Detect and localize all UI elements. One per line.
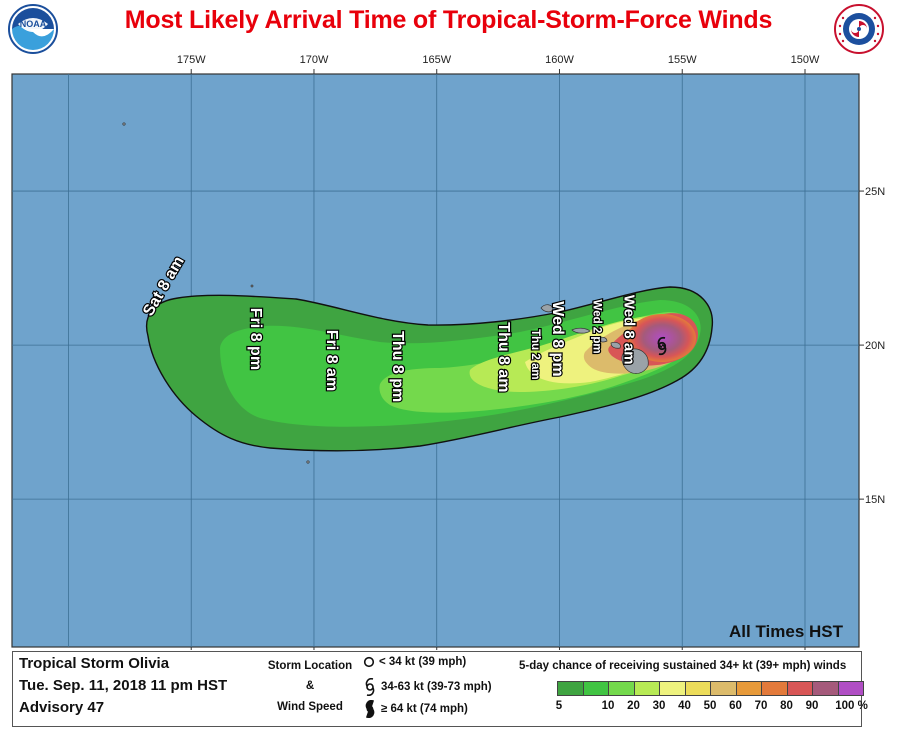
lon-tick-label: 175W [177, 54, 206, 66]
arrival-time-label: Thu 2 am [529, 329, 541, 379]
probability-label: 5 [555, 700, 563, 712]
legend-panel: Tropical Storm Olivia Tue. Sep. 11, 2018… [12, 651, 868, 727]
lat-tick-label: 20N [865, 340, 885, 352]
probability-label: 40 [678, 700, 691, 712]
probability-swatch [608, 681, 635, 696]
storm-location-ampersand: & [305, 680, 315, 692]
legend-hurricane-label: ≥ 64 kt (74 mph) [381, 703, 468, 715]
probability-swatch [786, 681, 813, 696]
all-times-label: All Times HST [729, 622, 844, 641]
lon-tick-label: 155W [668, 54, 697, 66]
storm-symbol [657, 336, 667, 356]
tropical-storm-icon [365, 678, 375, 696]
probability-label: 30 [652, 700, 666, 712]
probability-swatch [684, 681, 711, 696]
probability-label: 10 [601, 700, 615, 712]
probability-swatch [735, 681, 762, 696]
probability-swatch [761, 681, 788, 696]
legend-row-tropical-storm: 34-63 kt (39-73 mph) [363, 678, 492, 696]
probability-title: 5-day chance of receiving sustained 34+ … [519, 660, 847, 672]
storm-location-title: Storm Location [267, 660, 353, 672]
arrival-time-label: Fri 8 am [323, 330, 340, 391]
probability-swatch [633, 681, 660, 696]
circle-icon [363, 656, 375, 668]
probability-label: 50 [703, 700, 717, 712]
storm-name: Tropical Storm Olivia [19, 655, 170, 672]
advisory-number: Advisory 47 [19, 699, 105, 716]
legend-row-hurricane: ≥ 64 kt (74 mph) [363, 700, 468, 718]
lon-tick-label: 165W [422, 54, 451, 66]
probability-swatch [659, 681, 686, 696]
arrival-time-label: Wed 8 pm [549, 301, 566, 376]
lon-tick-label: 150W [791, 54, 820, 66]
map-title: Most Likely Arrival Time of Tropical-Sto… [124, 6, 773, 34]
lat-tick-label: 15N [865, 494, 885, 506]
probability-label: 70 [754, 700, 768, 712]
lon-tick-label: 170W [300, 54, 329, 66]
probability-swatch [557, 681, 584, 696]
arrival-time-label: Thu 8 am [495, 322, 512, 392]
probability-swatch [582, 681, 609, 696]
arrival-time-label: Wed 2 pm [590, 300, 602, 354]
probability-label: 20 [627, 700, 640, 712]
arrival-time-label: Wed 8 am [620, 295, 637, 365]
legend-row-depression: < 34 kt (39 mph) [363, 656, 466, 668]
wind-speed-title: Wind Speed [277, 701, 343, 713]
legend-tropical-storm-label: 34-63 kt (39-73 mph) [381, 681, 492, 693]
probability-label: 100 % [835, 700, 868, 712]
probability-label: 90 [805, 700, 819, 712]
svg-text:NOAA: NOAA [20, 19, 47, 29]
lon-tick-label: 160W [545, 54, 574, 66]
nws-logo [834, 4, 884, 54]
probability-swatch [710, 681, 737, 696]
tick-marks [190, 69, 864, 650]
arrival-time-label: Thu 8 pm [389, 331, 406, 402]
hurricane-icon [365, 700, 375, 718]
noaa-logo: NOAA [8, 4, 58, 54]
lat-tick-label: 25N [865, 186, 885, 198]
hawaiian-islands [122, 122, 649, 464]
probability-label: 60 [729, 700, 742, 712]
probability-swatch [837, 681, 864, 696]
probability-label: 80 [780, 700, 793, 712]
probability-labels: 5 10 20 30 40 50 60 70 80 90 100 % [549, 700, 869, 716]
arrival-time-label: Fri 8 pm [247, 308, 264, 370]
probability-color-scale [557, 681, 864, 696]
legend-depression-label: < 34 kt (39 mph) [379, 656, 467, 668]
issue-time: Tue. Sep. 11, 2018 11 pm HST [19, 677, 228, 694]
probability-swatch [812, 681, 839, 696]
